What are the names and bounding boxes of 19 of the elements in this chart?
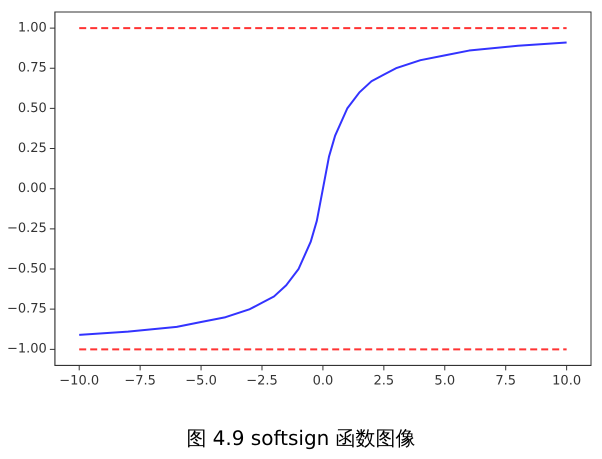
y-tick-label: 0.50 <box>18 100 47 116</box>
y-tick-label: 0.00 <box>18 181 47 196</box>
y-tick-label: 0.25 <box>18 140 47 156</box>
x-tick-label: −2.5 <box>246 374 278 389</box>
y-tick-label: 0.75 <box>18 60 47 76</box>
y-tick-label: −0.75 <box>6 302 47 317</box>
caption: 图 4.9 softsign 函数图像 <box>185 425 417 452</box>
y-tick-label: −0.25 <box>6 221 47 236</box>
x-tick-label: 2.5 <box>374 374 394 389</box>
y-tick-label: −1.00 <box>6 342 47 357</box>
x-tick-label: 0.0 <box>312 374 334 389</box>
x-tick-label: 5.0 <box>434 374 456 389</box>
x-tick-label: −7.5 <box>124 374 156 389</box>
x-tick-label: −10.0 <box>59 374 100 389</box>
x-tick-label: −5.0 <box>185 374 217 389</box>
x-tick-label: 7.5 <box>495 374 516 389</box>
y-tick-label: −0.50 <box>6 261 47 276</box>
y-tick-label: 1.00 <box>18 20 47 36</box>
x-tick-label: 10.0 <box>552 374 582 389</box>
